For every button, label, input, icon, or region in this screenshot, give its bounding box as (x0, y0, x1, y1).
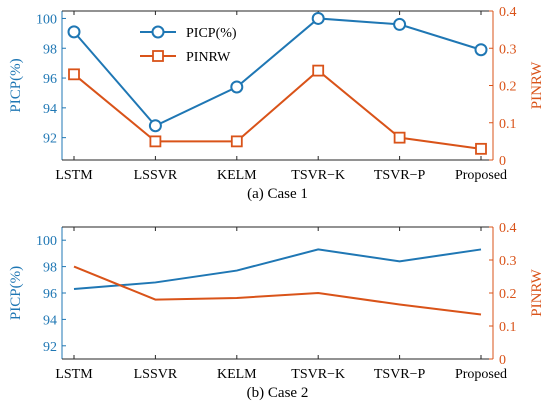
x-tick-label: TSVR−K (291, 367, 345, 382)
x-tick-label: LSTM (55, 168, 93, 183)
pinrw-point (393, 131, 406, 144)
left-tick-label: 96 (43, 72, 57, 87)
picp-point (393, 17, 407, 31)
right-tick-label: 0 (499, 353, 506, 368)
right-tick-label: 0.4 (499, 221, 517, 236)
left-tick-label: 92 (43, 132, 57, 147)
pinrw-series-line (73, 265, 482, 316)
left-tick-label: 96 (43, 287, 57, 302)
x-tick-label: Proposed (455, 367, 507, 382)
x-tick-label: LSSVR (134, 367, 178, 382)
picp-point (474, 43, 488, 57)
legend-label: PINRW (186, 50, 231, 65)
x-tick-label: LSTM (55, 367, 93, 382)
picp-series-line (73, 248, 482, 291)
pinrw-point (68, 68, 80, 81)
right-tick-label: 0.4 (499, 5, 517, 20)
right-axis-title: PINRW (529, 61, 545, 109)
x-tick-label: TSVR−P (374, 168, 426, 183)
left-axis-title: PICP(%) (8, 266, 24, 320)
pinrw-point (475, 142, 487, 155)
right-tick-label: 0 (499, 154, 506, 169)
x-tick-label: Proposed (455, 168, 507, 183)
chart-panel-2: LSTM LSSVR KELM TSVR−K TSVR−P Proposed 92 94 96 9… (8, 221, 545, 401)
x-tick-label: LSSVR (134, 168, 178, 183)
left-tick-label: 98 (43, 42, 57, 57)
right-tick-label: 0.3 (499, 254, 517, 269)
picp-point (311, 11, 325, 25)
x-tick-label: TSVR−K (291, 168, 345, 183)
chart-panel-1: LSTM LSSVR KELM TSVR−K TSVR−P Proposed 92 94 96 9… (8, 5, 545, 202)
picp-point (230, 80, 244, 94)
picp-series-line (73, 17, 482, 127)
pinrw-point (312, 64, 325, 77)
pinrw-point (230, 135, 243, 148)
left-tick-label: 94 (43, 313, 57, 328)
x-tick-label: KELM (217, 168, 257, 183)
legend: PICP(%) PINRW (140, 25, 237, 65)
left-tick-label: 92 (43, 340, 57, 355)
right-tick-label: 0.2 (499, 80, 517, 95)
x-tick-label: KELM (217, 367, 257, 382)
x-tick-label: TSVR−P (374, 367, 426, 382)
right-tick-label: 0.1 (499, 320, 517, 335)
legend-marker-square (152, 50, 164, 62)
panel-caption: (a) Case 1 (247, 186, 308, 202)
legend-marker-circle (151, 25, 165, 39)
legend-label: PICP(%) (186, 26, 237, 41)
left-tick-label: 94 (43, 102, 57, 117)
picp-point (67, 25, 81, 39)
right-tick-label: 0.1 (499, 117, 517, 132)
left-tick-label: 100 (36, 12, 57, 27)
pinrw-series-line (73, 69, 482, 150)
picp-point (148, 119, 162, 133)
left-tick-label: 98 (43, 261, 57, 276)
right-axis-title: PINRW (529, 268, 545, 316)
panel-caption: (b) Case 2 (247, 385, 309, 401)
left-tick-label: 100 (36, 234, 57, 249)
right-tick-label: 0.2 (499, 287, 517, 302)
pinrw-point (149, 135, 162, 148)
left-axis-title: PICP(%) (8, 58, 24, 112)
right-tick-label: 0.3 (499, 42, 517, 57)
